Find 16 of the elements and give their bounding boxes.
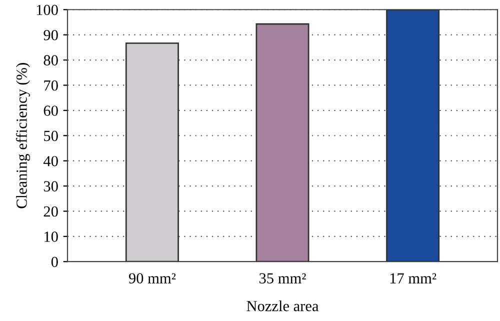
y-tick-label: 10 — [44, 232, 58, 242]
y-tick-label: 80 — [44, 55, 58, 66]
y-tick-label: 100 — [36, 4, 58, 16]
y-axis-title: Cleaning efficiency (%) — [16, 63, 30, 208]
y-tick-label: 60 — [44, 106, 58, 116]
y-tick-label: 70 — [44, 80, 58, 91]
x-tick-label: 90 mm² — [128, 273, 176, 284]
x-axis-title: Nozzle area — [246, 300, 319, 312]
y-tick-label: 50 — [44, 130, 58, 142]
y-tick-label: 30 — [44, 181, 58, 192]
x-tick-label: 17 mm² — [390, 273, 436, 284]
x-tick-label: 35 mm² — [260, 273, 306, 284]
y-tick-label: 40 — [43, 156, 58, 166]
y-tick-label: 90 — [44, 30, 58, 40]
y-tick-label: 0 — [51, 256, 58, 268]
y-tick-label: 20 — [44, 206, 58, 217]
